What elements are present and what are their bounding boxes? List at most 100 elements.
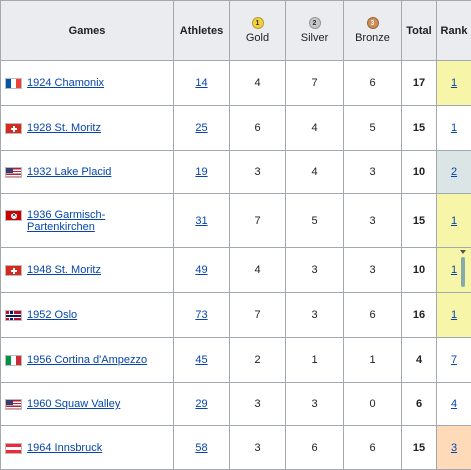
games-link[interactable]: 1952 Oslo [27,309,77,321]
silver-cell: 4 [286,151,344,194]
games-cell: 1964 Innsbruck [1,426,174,470]
italy-flag-icon [5,355,22,366]
athletes-link[interactable]: 31 [195,215,207,227]
gold-cell: 2 [230,338,286,383]
scroll-thumb[interactable] [461,257,465,287]
rank-cell: 1 [437,106,471,151]
norway-flag-icon [5,310,22,321]
athletes-link[interactable]: 73 [195,309,207,321]
rank-cell: 1 [437,293,471,338]
france-flag-icon [5,78,22,89]
rank-link[interactable]: 3 [451,442,457,454]
table-row: 1924 Chamonix 14 4 7 6 17 1 [1,61,471,106]
games-cell: 1952 Oslo [1,293,174,338]
header-gold[interactable]: 1 Gold [230,1,286,61]
gold-cell: 3 [230,383,286,426]
header-total[interactable]: Total [402,1,437,61]
silver-cell: 3 [286,383,344,426]
games-cell: 1936 Garmisch-Partenkirchen [1,194,174,248]
total-cell: 10 [402,248,437,293]
bronze-medal-icon: 3 [367,17,379,29]
rank-link[interactable]: 2 [451,166,457,178]
rank-cell: 1 [437,194,471,248]
header-gold-label: Gold [246,32,269,44]
total-cell: 15 [402,194,437,248]
athletes-cell: 49 [174,248,230,293]
silver-cell: 4 [286,106,344,151]
athletes-cell: 25 [174,106,230,151]
athletes-link[interactable]: 58 [195,442,207,454]
athletes-link[interactable]: 49 [195,264,207,276]
gold-medal-icon: 1 [252,17,264,29]
rank-link[interactable]: 1 [451,264,457,276]
gold-cell: 3 [230,151,286,194]
header-rank[interactable]: Rank [437,1,471,61]
bronze-cell: 6 [344,293,402,338]
games-link[interactable]: 1928 St. Moritz [27,122,101,134]
total-cell: 4 [402,338,437,383]
bronze-cell: 6 [344,61,402,106]
bronze-cell: 6 [344,426,402,470]
silver-cell: 3 [286,248,344,293]
usa-flag-icon [5,167,22,178]
bronze-cell: 1 [344,338,402,383]
athletes-link[interactable]: 25 [195,122,207,134]
table-row: 1932 Lake Placid 19 3 4 3 10 2 [1,151,471,194]
total-cell: 17 [402,61,437,106]
games-cell: 1948 St. Moritz [1,248,174,293]
total-cell: 10 [402,151,437,194]
games-link[interactable]: 1956 Cortina d'Ampezzo [27,354,147,366]
athletes-cell: 29 [174,383,230,426]
silver-cell: 7 [286,61,344,106]
games-cell: 1932 Lake Placid [1,151,174,194]
header-games[interactable]: Games [1,1,174,61]
switzerland-flag-icon [5,265,22,276]
germany-flag-icon [5,210,22,221]
games-cell: 1960 Squaw Valley [1,383,174,426]
athletes-link[interactable]: 45 [195,354,207,366]
athletes-link[interactable]: 14 [195,77,207,89]
table-row: 1948 St. Moritz 49 4 3 3 10 1 [1,248,471,293]
games-link[interactable]: 1932 Lake Placid [27,166,111,178]
rank-cell: 7 [437,338,471,383]
header-bronze-label: Bronze [355,32,390,44]
rank-cell: 1 [437,248,471,293]
games-link[interactable]: 1960 Squaw Valley [27,398,120,410]
gold-cell: 6 [230,106,286,151]
games-link[interactable]: 1948 St. Moritz [27,264,101,276]
rank-cell: 1 [437,61,471,106]
games-link[interactable]: 1936 Garmisch-Partenkirchen [27,209,171,233]
games-link[interactable]: 1964 Innsbruck [27,442,102,454]
rank-cell: 2 [437,151,471,194]
bronze-cell: 0 [344,383,402,426]
gold-cell: 3 [230,426,286,470]
rank-link[interactable]: 1 [451,215,457,227]
bronze-cell: 3 [344,151,402,194]
total-cell: 6 [402,383,437,426]
rank-cell: 3 [437,426,471,470]
switzerland-flag-icon [5,123,22,134]
rank-link[interactable]: 1 [451,77,457,89]
header-athletes[interactable]: Athletes [174,1,230,61]
gold-cell: 4 [230,61,286,106]
bronze-cell: 3 [344,248,402,293]
athletes-link[interactable]: 19 [195,166,207,178]
silver-medal-icon: 2 [309,17,321,29]
silver-cell: 5 [286,194,344,248]
rank-link[interactable]: 4 [451,398,457,410]
header-bronze[interactable]: 3 Bronze [344,1,402,61]
rank-link[interactable]: 7 [451,354,457,366]
silver-cell: 6 [286,426,344,470]
scroll-up-arrow-icon[interactable] [460,250,466,254]
scrollbar[interactable] [458,250,467,290]
games-link[interactable]: 1924 Chamonix [27,77,104,89]
athletes-cell: 19 [174,151,230,194]
rank-link[interactable]: 1 [451,122,457,134]
table-row: 1956 Cortina d'Ampezzo 45 2 1 1 4 7 [1,338,471,383]
athletes-link[interactable]: 29 [195,398,207,410]
games-cell: 1956 Cortina d'Ampezzo [1,338,174,383]
rank-link[interactable]: 1 [451,309,457,321]
